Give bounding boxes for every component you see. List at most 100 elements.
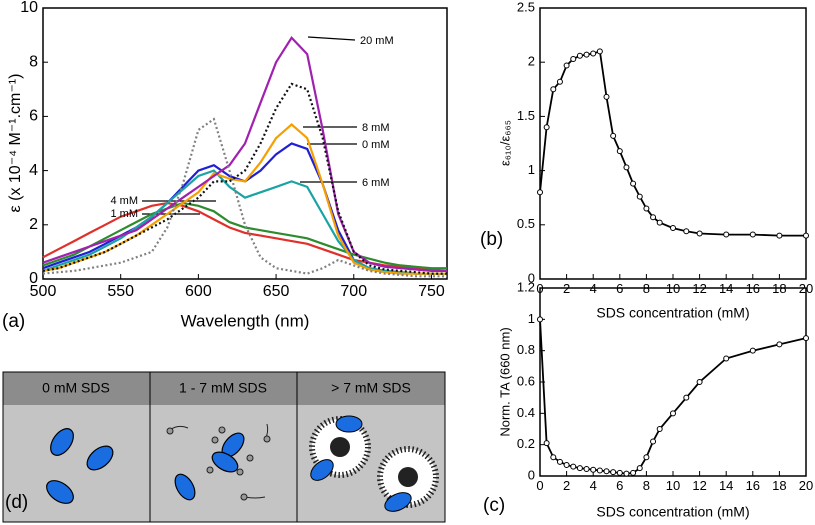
y-tick-label: 0.2 [517,436,535,451]
data-point [583,51,590,58]
chart: 0 2 4 6 8 10 12 14 16 18 20 0 0.2 0.4 0.6 0.8 1 1.2 SDS co… [483,279,813,519]
x-tick-label: 500 [30,283,57,300]
data-point [570,463,577,470]
data-point [590,50,597,57]
data-point [630,180,637,187]
series-line [42,142,447,275]
data-point [563,462,570,469]
y-tick-label: 0 [528,270,535,285]
molecule [50,428,74,456]
series-line [539,319,807,475]
data-point [576,52,583,59]
chart: 500 550 600 650 700 750 0 2 4 6 8 10 Wavelength (nm)… [2,0,448,332]
series-line [42,201,447,270]
y-tick-label: 6 [29,108,38,125]
x-tick-label: 550 [107,283,134,300]
data-point [683,394,690,401]
data-point [537,316,543,323]
y-tick-label: 1 [528,311,535,326]
x-tick-label: 16 [746,478,760,493]
data-point [556,458,563,465]
molecule [46,480,74,504]
data-point [776,341,783,348]
series-line [539,50,806,237]
series-label: 4 mM [111,195,139,207]
data-point [590,466,597,473]
y-tick-label: 4 [29,162,38,179]
series-label: 6 mM [362,177,390,189]
molecule [211,451,239,473]
data-point [650,214,657,221]
x-axis-label: SDS concentration (mM) [596,305,749,321]
data-point [596,467,603,474]
data-point [643,454,650,461]
y-axis-label: Norm. TA (660 nm) [497,327,512,436]
y-tick-label: 0 [528,467,535,482]
x-tick-label: 4 [590,478,597,493]
y-tick-label: 2 [528,54,535,69]
molecule [310,459,334,481]
panel-label: (b) [480,229,503,250]
series-line [42,36,447,272]
x-tick-label: 2 [563,478,570,493]
x-axis-label: SDS concentration (mM) [596,504,749,520]
micelles [309,415,439,512]
x-tick-label: 600 [185,283,212,300]
y-tick-label: 0.4 [517,405,535,420]
y-tick-label: 1.5 [517,108,535,123]
plot-frame [539,287,807,477]
x-axis-label: Wavelength (nm) [181,311,310,330]
column-title: > 7 mM SDS [331,380,411,396]
series-label: 8 mM [362,122,390,134]
panel-label: (c) [483,495,505,516]
y-tick-label: 2.5 [517,0,535,14]
data-point [670,410,676,417]
plot-frame [42,7,448,280]
x-tick-label: 0 [536,478,543,493]
x-tick-label: 20 [799,478,813,493]
data-point [776,232,783,239]
surfactants [166,423,271,501]
data-point [576,465,583,472]
molecule [335,415,363,433]
data-point [803,335,809,342]
series-line [42,201,448,272]
molecule [174,473,196,501]
data-point [630,469,637,476]
data-point [596,48,603,55]
y-axis-label: ε (x 10⁻⁴ M⁻¹.cm⁻¹) [7,74,24,213]
data-point [749,231,756,238]
data-point [616,148,623,155]
data-point [550,454,557,461]
plot-frame [539,7,807,280]
data-point [636,465,643,472]
diagram-header [3,372,445,405]
data-point [636,193,643,200]
molecule [384,492,412,512]
data-point [583,465,590,472]
y-tick-label: 8 [29,53,38,70]
x-tick-label: 12 [692,478,706,493]
series-label: 1 mM [111,208,139,220]
data-point [656,219,663,226]
column-title: 1 - 7 mM SDS [179,380,267,396]
data-point [563,62,570,69]
y-tick-label: 0.8 [517,342,535,357]
panel-label: (d) [5,492,28,513]
series-line [42,123,447,275]
data-point [723,231,730,238]
y-tick-label: 1.2 [517,279,535,294]
data-point [603,93,610,100]
data-point [610,469,617,476]
molecules [46,428,245,504]
y-tick-label: 0.6 [517,373,535,388]
data-point [623,164,630,171]
x-tick-label: 8 [643,478,650,493]
data-point [603,468,610,475]
x-tick-label: 700 [340,283,367,300]
x-tick-label: 750 [418,283,445,300]
data-point [656,426,663,432]
series-label: 20 mM [360,35,394,47]
data-point [683,228,690,235]
diagram: 0 mM SDS 1 - 7 mM SDS > 7 mM SDS (d) [2,371,446,523]
